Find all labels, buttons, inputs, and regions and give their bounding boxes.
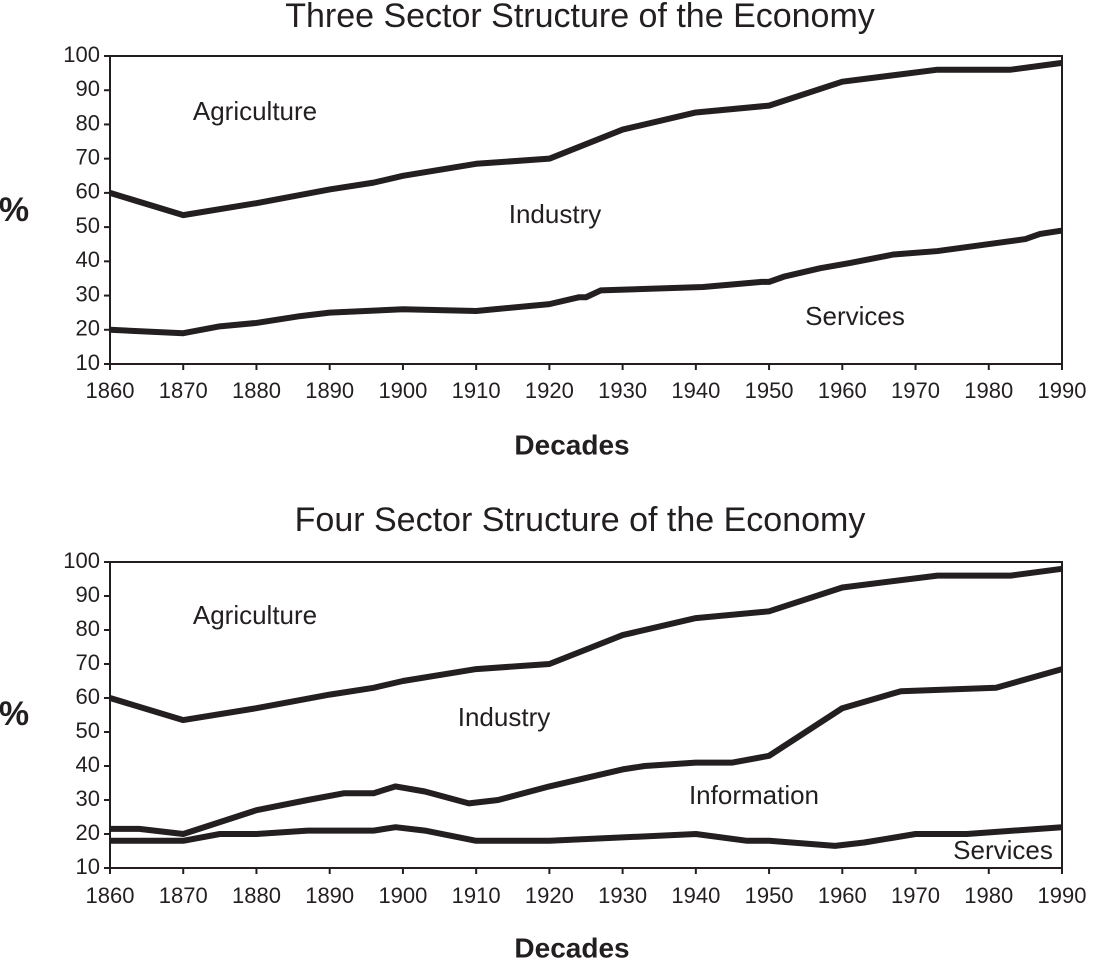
region-label: Services xyxy=(953,835,1053,865)
line xyxy=(110,824,1063,849)
y-tick-label: 100 xyxy=(63,42,100,67)
region-label: Services xyxy=(805,301,905,331)
y-tick-label: 20 xyxy=(76,820,100,845)
x-tick-label: 1880 xyxy=(232,378,281,403)
line xyxy=(109,59,1063,219)
y-axis-label: % xyxy=(0,191,29,229)
y-tick-label: 30 xyxy=(76,281,100,306)
y-tick-label: 60 xyxy=(76,179,100,204)
y-tick-label: 70 xyxy=(76,650,100,675)
x-tick-label: 1860 xyxy=(86,378,135,403)
y-tick-label: 10 xyxy=(76,350,100,375)
x-tick-label: 1890 xyxy=(305,883,354,908)
x-tick-label: 1870 xyxy=(159,378,208,403)
x-tick-label: 1900 xyxy=(378,883,427,908)
y-tick-label: 20 xyxy=(76,316,100,341)
x-tick-label: 1880 xyxy=(232,883,281,908)
x-tick-label: 1940 xyxy=(671,883,720,908)
y-tick-label: 60 xyxy=(76,684,100,709)
x-tick-label: 1950 xyxy=(745,378,794,403)
y-axis-label: % xyxy=(0,695,29,733)
region-label: Agriculture xyxy=(193,96,317,126)
chart-title: Three Sector Structure of the Economy xyxy=(285,0,875,35)
y-tick-label: 10 xyxy=(76,854,100,879)
y-tick-label: 50 xyxy=(76,213,100,238)
x-tick-label: 1940 xyxy=(671,378,720,403)
y-tick-label: 100 xyxy=(63,548,100,573)
x-tick-label: 1870 xyxy=(159,883,208,908)
y-tick-label: 40 xyxy=(76,247,100,272)
y-tick-label: 90 xyxy=(76,582,100,607)
chart-title: Four Sector Structure of the Economy xyxy=(295,501,866,539)
y-tick-label: 90 xyxy=(76,76,100,101)
x-tick-label: 1990 xyxy=(1038,378,1087,403)
x-tick-label: 1970 xyxy=(891,883,940,908)
x-tick-label: 1910 xyxy=(452,883,501,908)
region-label: Industry xyxy=(509,199,602,229)
y-tick-label: 30 xyxy=(76,786,100,811)
y-tick-label: 80 xyxy=(76,110,100,135)
x-tick-label: 1900 xyxy=(378,378,427,403)
x-tick-label: 1960 xyxy=(818,883,867,908)
x-tick-label: 1930 xyxy=(598,378,647,403)
x-axis-label: Decades xyxy=(514,429,629,460)
x-tick-label: 1950 xyxy=(745,883,794,908)
plot-frame xyxy=(109,561,1063,869)
x-tick-label: 1990 xyxy=(1038,883,1087,908)
line xyxy=(109,227,1063,337)
line xyxy=(109,565,1063,724)
x-tick-label: 1980 xyxy=(964,378,1013,403)
x-tick-label: 1910 xyxy=(452,378,501,403)
x-tick-label: 1890 xyxy=(305,378,354,403)
x-tick-label: 1920 xyxy=(525,378,574,403)
x-tick-label: 1860 xyxy=(86,883,135,908)
x-tick-label: 1930 xyxy=(598,883,647,908)
line xyxy=(110,666,1063,837)
y-tick-label: 40 xyxy=(76,752,100,777)
y-tick-label: 50 xyxy=(76,718,100,743)
region-label: Information xyxy=(689,780,819,810)
plot-frame xyxy=(109,55,1063,365)
region-label: Agriculture xyxy=(193,600,317,630)
x-tick-label: 1960 xyxy=(818,378,867,403)
x-axis-label: Decades xyxy=(514,932,629,963)
x-tick-label: 1970 xyxy=(891,378,940,403)
x-tick-label: 1980 xyxy=(964,883,1013,908)
y-tick-label: 80 xyxy=(76,616,100,641)
region-label: Industry xyxy=(458,702,551,732)
x-tick-label: 1920 xyxy=(525,883,574,908)
y-tick-label: 70 xyxy=(76,144,100,169)
